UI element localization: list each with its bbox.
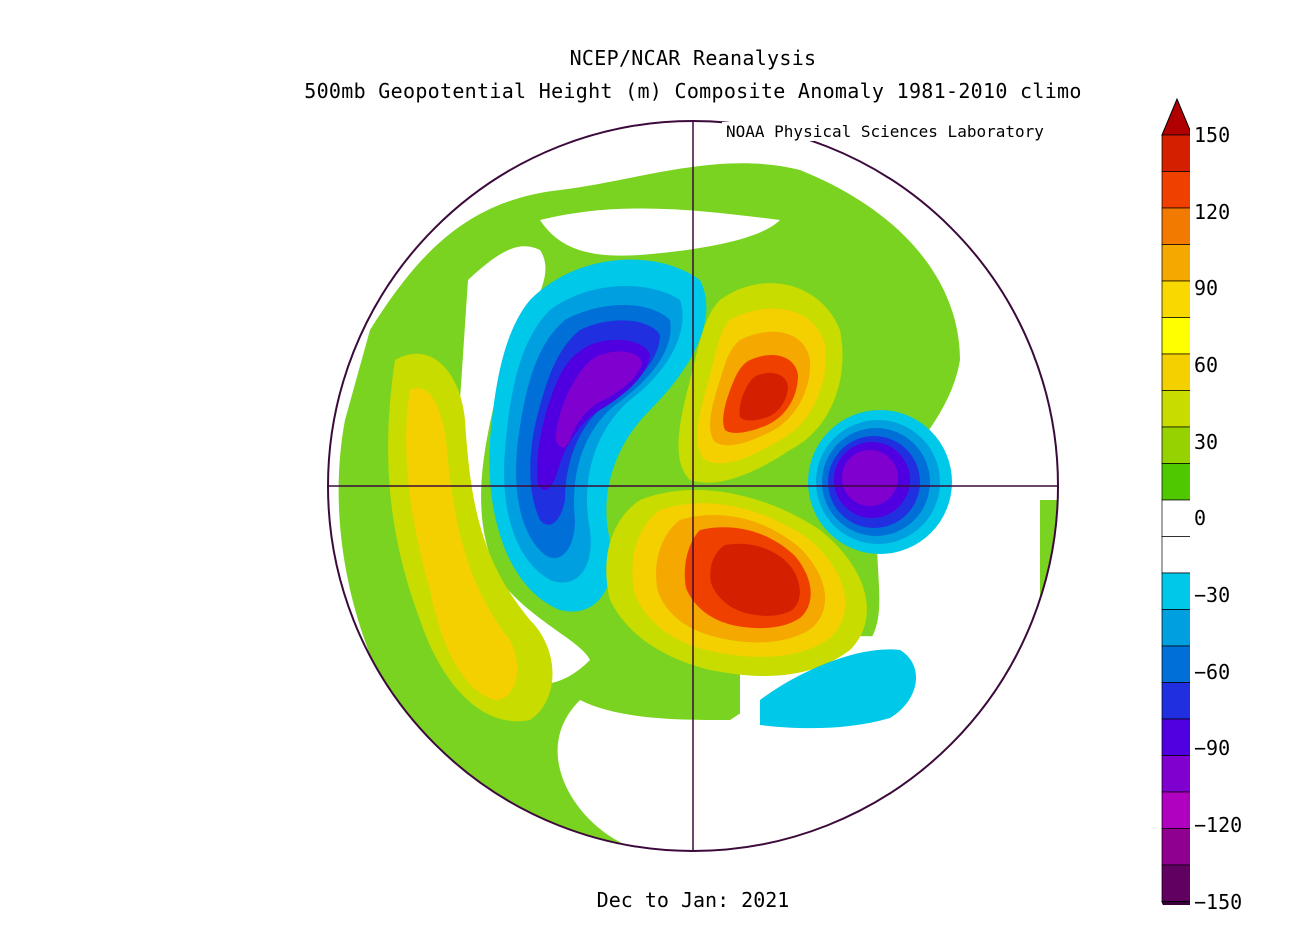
colorbar-bin [1161,864,1190,902]
colorbar-tick-label: 60 [1194,352,1219,377]
colorbar-tick-label: 30 [1194,429,1219,454]
anomaly-siberia-trough [489,259,707,612]
anomaly-atlantic-trough [760,649,917,729]
colorbar-bin [1161,791,1190,829]
polar-anomaly-map [327,120,1059,852]
colorbar-bin [1161,755,1190,793]
colorbar-bin [1161,171,1190,209]
colorbar-top-arrow [1161,97,1190,136]
colorbar-bin [1161,207,1190,245]
colorbar-bottom-arrow [1161,901,1190,905]
period-label: Dec to Jan: 2021 [596,888,790,912]
anomaly-europe-trough [808,410,952,554]
colorbar-bin [1161,390,1190,428]
colorbar-tick-label: −90 [1194,736,1231,761]
colorbar-bin [1161,572,1190,610]
colorbar-bin [1161,828,1190,866]
colorbar-bin [1161,134,1190,172]
colorbar-bin [1161,718,1190,756]
chart-title-line1: NCEP/NCAR Reanalysis [569,46,817,70]
colorbar-bin [1161,609,1190,647]
colorbar-bin [1161,317,1190,355]
colorbar-bin [1161,244,1190,282]
colorbar-tick-label: −120 [1194,812,1243,837]
colorbar-bin [1161,645,1190,683]
colorbar-tick-label: −30 [1194,582,1231,607]
credit-label: NOAA Physical Sciences Laboratory [722,122,1048,141]
anomaly-pacific-ridge [388,353,553,722]
colorbar-tick-label: 150 [1194,123,1231,147]
colorbar-tick-label: −150 [1194,889,1243,914]
colorbar-tick-label: −60 [1194,659,1231,684]
colorbar-bin [1161,353,1190,391]
colorbar-bin [1161,426,1190,464]
colorbar-bin [1161,499,1190,537]
colorbar-tick-label: 0 [1194,506,1207,531]
colorbar [1161,97,1190,905]
anomaly-arctic-ridge [678,283,843,483]
anomaly-zero-band [540,208,780,256]
colorbar-bin [1161,280,1190,318]
colorbar-tick-label: 120 [1194,199,1231,224]
anomaly-greenland-ridge [606,490,867,676]
colorbar-bin [1161,536,1190,574]
map-boundary-circle [327,120,1059,852]
chart-title-line2: 500mb Geopotential Height (m) Composite … [304,79,1082,103]
colorbar-tick-label: 90 [1194,276,1219,301]
colorbar-bin [1161,682,1190,720]
colorbar-bin [1161,463,1190,501]
